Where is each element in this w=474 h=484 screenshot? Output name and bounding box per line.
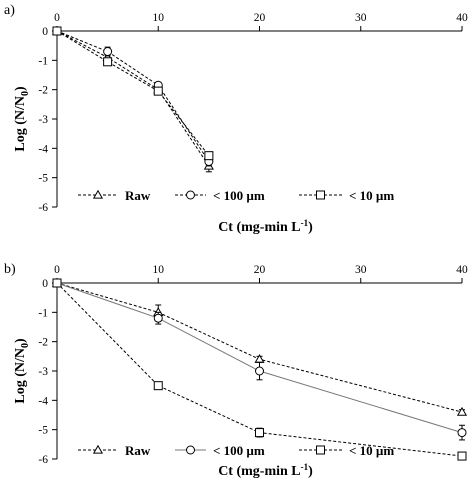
- data-point: [153, 86, 163, 96]
- series-square: [52, 278, 467, 461]
- legend-marker: [186, 190, 195, 200]
- x-tick-label: 10: [153, 12, 165, 24]
- y-tick-label: -4: [38, 143, 48, 155]
- y-tick-label: -1: [38, 307, 48, 319]
- x-axis-label: Ct (mg-min L-1): [218, 462, 313, 479]
- x-tick-label: 10: [153, 264, 165, 276]
- y-axis-label-sub: 0: [20, 91, 31, 96]
- y-tick-label: -3: [38, 366, 48, 378]
- data-point: [52, 278, 62, 288]
- y-tick-label: -6: [38, 202, 48, 214]
- x-axis-label-main: Ct (mg-min L: [218, 464, 300, 479]
- y-axis-label-main: Log (N/N: [13, 348, 28, 404]
- x-tick-label: 40: [456, 12, 468, 24]
- legend-label: < 100 µm: [213, 188, 265, 203]
- series-line: [56, 282, 463, 434]
- legend-label: Raw: [125, 188, 151, 203]
- series-line: [56, 30, 210, 167]
- data-point: [153, 313, 163, 323]
- y-axis-label-sub: 0: [20, 343, 31, 348]
- data-point: [456, 406, 468, 416]
- legend-item-square: < 10 µm: [299, 443, 394, 458]
- data-point: [103, 57, 113, 67]
- legend-marker: [316, 190, 325, 200]
- legend-item-triangle: Raw: [78, 443, 151, 458]
- y-tick-label: -3: [38, 114, 48, 126]
- x-tick-label: 30: [355, 12, 367, 24]
- x-tick-label: 20: [254, 264, 266, 276]
- legend-marker: [92, 444, 104, 454]
- y-axis-label: Log (N/N0): [13, 86, 31, 152]
- series-line: [56, 30, 210, 162]
- panel-label: b): [4, 262, 16, 277]
- y-tick-label: 0: [42, 26, 48, 38]
- x-tick-label: 40: [456, 264, 468, 276]
- x-tick-label: 0: [54, 264, 60, 276]
- x-tick-label: 30: [355, 264, 367, 276]
- legend-marker: [316, 445, 325, 455]
- x-axis-label-main: Ct (mg-min L: [218, 220, 300, 235]
- x-axis-label-sup: -1: [301, 462, 309, 472]
- y-axis-label: Log (N/N0): [13, 338, 31, 404]
- data-point: [204, 151, 214, 161]
- y-tick-label: -5: [38, 173, 48, 185]
- data-point: [103, 47, 113, 57]
- legend-item-circle: < 100 µm: [175, 443, 265, 458]
- y-axis-label-end: ): [13, 86, 28, 91]
- y-axis-label-main: Log (N/N: [13, 96, 28, 152]
- x-axis-label-sup: -1: [301, 218, 309, 228]
- legend-label: < 100 µm: [213, 443, 265, 458]
- series-triangle: [51, 277, 468, 416]
- legend-item-triangle: Raw: [78, 188, 151, 203]
- data-point: [457, 451, 467, 461]
- panel-label: a): [4, 3, 15, 18]
- data-point: [457, 428, 467, 438]
- x-axis-label: Ct (mg-min L-1): [218, 218, 313, 235]
- y-tick-label: -6: [38, 454, 48, 466]
- legend-marker: [186, 445, 195, 455]
- y-tick-label: -2: [38, 337, 48, 349]
- data-point: [255, 428, 264, 438]
- x-tick-label: 0: [54, 12, 60, 24]
- legend-label: < 10 µm: [349, 188, 394, 203]
- y-axis-label-end: ): [13, 338, 28, 343]
- series-line: [56, 282, 463, 457]
- series-triangle: [51, 25, 214, 173]
- data-point: [52, 26, 62, 36]
- y-tick-label: -1: [38, 55, 48, 67]
- x-tick-label: 20: [254, 12, 266, 24]
- series-line: [56, 282, 463, 413]
- x-axis-label-end: ): [308, 464, 313, 479]
- legend-item-square: < 10 µm: [299, 188, 394, 203]
- legend-marker: [92, 189, 104, 199]
- data-point: [153, 381, 163, 391]
- y-tick-label: 0: [42, 278, 48, 290]
- y-tick-label: -2: [38, 85, 48, 97]
- legend-label: < 10 µm: [349, 443, 394, 458]
- series-line: [56, 30, 210, 156]
- x-axis-label-end: ): [308, 220, 313, 235]
- y-tick-label: -4: [38, 395, 48, 407]
- series-square: [52, 26, 214, 161]
- legend-item-circle: < 100 µm: [175, 188, 265, 203]
- series-circle: [52, 26, 214, 167]
- legend-label: Raw: [125, 443, 151, 458]
- y-tick-label: -5: [38, 425, 48, 437]
- data-point: [255, 366, 264, 376]
